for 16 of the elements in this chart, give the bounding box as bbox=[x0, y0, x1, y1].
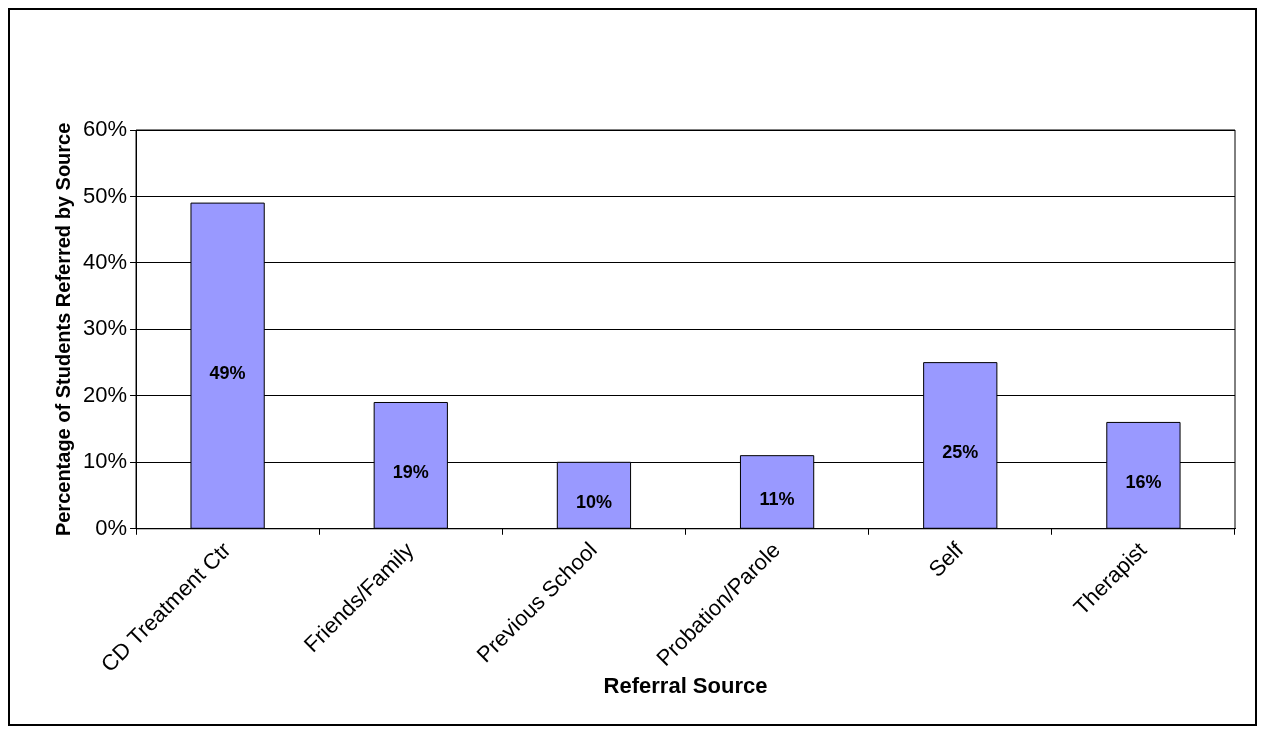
data-label: 25% bbox=[942, 442, 979, 463]
data-label: 10% bbox=[575, 492, 612, 513]
y-tick-label: 10% bbox=[82, 448, 128, 474]
data-label: 19% bbox=[392, 462, 429, 483]
data-label: 49% bbox=[209, 362, 246, 383]
data-label: 16% bbox=[1125, 472, 1162, 493]
y-tick-label: 0% bbox=[95, 514, 128, 540]
x-tick-label: Self bbox=[923, 536, 969, 582]
data-label: 11% bbox=[759, 488, 795, 509]
y-tick-label: 50% bbox=[82, 182, 128, 208]
y-tick-label: 20% bbox=[82, 381, 128, 407]
y-tick-label: 30% bbox=[82, 315, 128, 341]
y-axis-title: Percentage of Students Referred by Source bbox=[51, 122, 74, 537]
y-tick-label: 40% bbox=[82, 248, 128, 274]
x-axis-title: Referral Source bbox=[603, 672, 768, 698]
y-tick-label: 60% bbox=[82, 116, 128, 142]
